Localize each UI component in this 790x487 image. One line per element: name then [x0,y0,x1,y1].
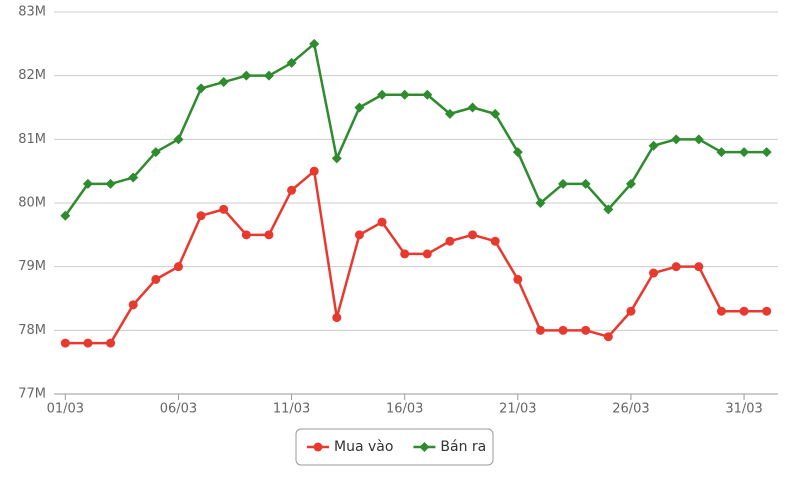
point [331,153,342,164]
point [399,89,410,100]
point [219,204,229,214]
point [422,89,433,100]
line [64,42,767,217]
y-tick-label: 83M [18,5,46,20]
point [400,249,410,259]
x-tick-label: 21/03 [499,402,536,417]
point [241,230,251,240]
point [128,172,139,183]
x-tick-label: 16/03 [386,402,423,417]
point [558,325,568,335]
point [649,268,659,278]
point [603,332,613,342]
point [263,70,274,81]
point [444,108,455,119]
point [558,178,569,189]
point [581,325,591,335]
point [761,147,772,158]
point [60,210,71,221]
point [287,185,297,195]
point [762,306,772,316]
point [625,178,636,189]
point [468,230,478,240]
x-tick-label: 11/03 [273,402,310,417]
line [65,169,767,345]
point [150,147,161,158]
x-tick-label: 31/03 [725,402,762,417]
point [693,134,704,145]
point [106,338,116,348]
point [241,70,252,81]
point [422,249,432,259]
y-tick-label: 78M [18,323,46,338]
point [739,147,750,158]
point [151,274,161,284]
point [580,178,591,189]
point [716,147,727,158]
point [173,262,183,272]
point [512,147,523,158]
point [128,300,138,310]
point [739,306,749,316]
point [173,134,184,145]
point [377,217,387,227]
point [218,77,229,88]
y-tick-label: 79M [18,259,46,274]
y-tick-label: 77M [18,387,46,402]
point [694,262,704,272]
point [377,89,388,100]
point [445,236,455,246]
point [286,57,297,68]
point [82,178,93,189]
point [309,38,320,49]
point [354,230,364,240]
point [671,134,682,145]
legend-label[interactable]: Bán ra [440,439,486,455]
point [716,306,726,316]
y-tick-label: 81M [18,132,46,147]
y-tick-label: 82M [18,68,46,83]
legend-box [295,428,494,466]
x-tick-label: 01/03 [47,402,84,417]
x-tick-label: 06/03 [160,402,197,417]
legend-label[interactable]: Mua vào [334,439,393,455]
point [196,83,207,94]
point [419,442,430,452]
point [490,236,500,246]
point [671,262,681,272]
point [196,211,206,221]
point [332,313,342,323]
point [105,178,116,189]
point [60,338,70,348]
point [467,102,478,113]
point [535,325,545,335]
point [313,442,323,452]
point [83,338,93,348]
point [513,274,523,284]
point [490,108,501,119]
point [309,166,319,176]
point [264,230,274,240]
y-tick-label: 80M [18,196,46,211]
x-tick-label: 26/03 [612,402,649,417]
point [603,204,614,215]
point [535,198,546,208]
point [626,306,636,316]
point [648,140,659,151]
point [354,102,365,113]
